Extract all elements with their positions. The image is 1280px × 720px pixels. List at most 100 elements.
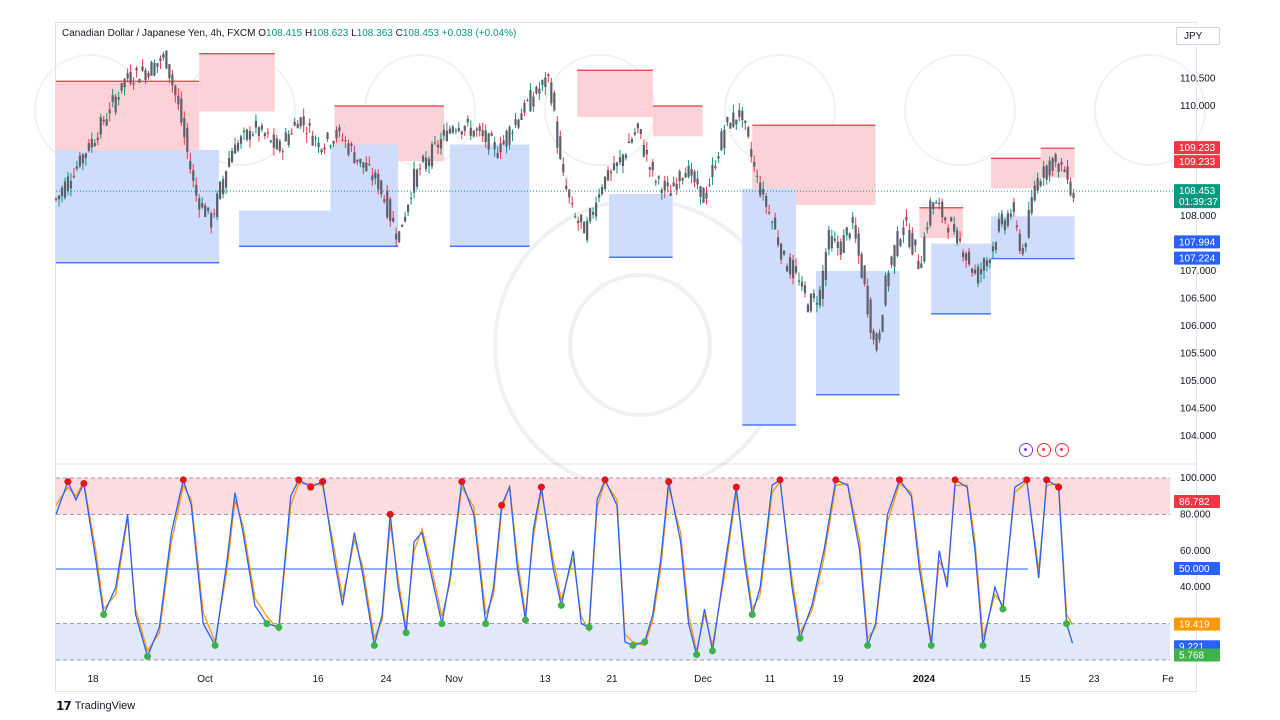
candle-body xyxy=(204,205,207,217)
resistance-zone xyxy=(990,158,1041,189)
candle-body xyxy=(956,230,959,244)
candle-body xyxy=(920,263,923,269)
oversold-marker xyxy=(641,638,649,646)
candle-body xyxy=(323,147,326,150)
candle-body xyxy=(183,117,186,138)
candle-body xyxy=(893,245,896,267)
open-key: O xyxy=(258,28,267,39)
candle-body xyxy=(484,130,487,143)
candle-body xyxy=(830,236,833,249)
candle-body xyxy=(1030,197,1033,214)
candle-body xyxy=(66,176,70,192)
candle-body xyxy=(499,143,502,153)
candle-body xyxy=(953,224,956,232)
candle-body xyxy=(430,144,434,167)
resistance-zone xyxy=(199,53,275,112)
time-axis-tick: 13 xyxy=(539,674,551,685)
candle-body xyxy=(848,233,851,239)
candle-body xyxy=(210,213,213,228)
support-zone xyxy=(815,271,900,395)
candle-body xyxy=(63,181,67,198)
candle-body xyxy=(281,151,284,153)
candle-body xyxy=(675,183,678,190)
candle-body xyxy=(254,120,258,128)
price-tag xyxy=(1174,235,1220,249)
candle-body xyxy=(866,285,869,315)
candle-body xyxy=(699,186,702,197)
candle-body xyxy=(684,173,687,178)
oversold-band xyxy=(56,623,1170,660)
candle-body xyxy=(878,332,881,340)
candle-body xyxy=(514,119,517,125)
candle-body xyxy=(863,265,866,285)
oscillator-axis-tick: 40.000 xyxy=(1180,582,1211,593)
candle-body xyxy=(535,86,538,94)
candle-body xyxy=(135,68,138,71)
candle-body xyxy=(1057,163,1060,172)
candle-body xyxy=(57,195,61,200)
candle-body xyxy=(991,246,995,252)
candle-body xyxy=(213,213,216,215)
candle-body xyxy=(424,157,428,170)
low-value: 108.363 xyxy=(356,28,393,39)
candle-body xyxy=(1042,166,1045,178)
candle-body xyxy=(929,200,932,226)
candle-body xyxy=(278,140,281,152)
price-axis-tick: 105.500 xyxy=(1180,349,1217,360)
candle-body xyxy=(630,139,633,143)
candle-body xyxy=(269,140,272,143)
oversold-marker xyxy=(927,641,935,649)
overbought-marker xyxy=(732,483,740,491)
candle-body xyxy=(353,152,356,164)
price-tag-label: 108.453 xyxy=(1179,186,1216,197)
event-icons[interactable] xyxy=(1019,443,1069,457)
support-zone xyxy=(239,210,331,247)
candle-body xyxy=(171,74,174,86)
candle-body xyxy=(732,112,735,127)
candle-body xyxy=(797,280,801,282)
candle-body xyxy=(970,268,974,273)
candle-body xyxy=(544,77,547,87)
candle-body xyxy=(317,142,320,148)
economic-event-icon[interactable] xyxy=(1055,443,1069,457)
stochastic-k-line xyxy=(55,477,1074,659)
candle-body xyxy=(526,100,529,102)
candle-body xyxy=(99,117,102,135)
candle-body xyxy=(762,188,765,195)
candle-body xyxy=(496,153,499,158)
candle-body xyxy=(914,239,917,246)
candle-body xyxy=(815,302,819,305)
overbought-marker xyxy=(458,478,466,486)
flash-event-icon[interactable] xyxy=(1019,443,1033,457)
oversold-marker xyxy=(864,641,872,649)
candle-body xyxy=(332,141,335,144)
tradingview-branding[interactable]: 𝟭𝟳 TradingView xyxy=(56,699,135,713)
candle-body xyxy=(785,265,789,272)
candle-body xyxy=(609,171,613,174)
candle-body xyxy=(648,167,651,170)
candle-body xyxy=(329,145,332,147)
candle-body xyxy=(335,130,338,139)
oversold-marker xyxy=(275,623,283,631)
candle-body xyxy=(436,144,440,148)
currency-selector[interactable]: JPY xyxy=(1176,27,1220,45)
candle-body xyxy=(257,127,261,136)
candle-body xyxy=(96,137,99,140)
candle-body xyxy=(687,165,690,177)
candle-body xyxy=(421,156,425,162)
candle-body xyxy=(1033,185,1036,201)
candle-body xyxy=(1009,213,1012,217)
candle-body xyxy=(580,214,583,223)
candle-body xyxy=(744,120,747,123)
candle-body xyxy=(926,227,929,230)
candle-body xyxy=(574,216,577,218)
price-axis-tick: 106.000 xyxy=(1180,321,1217,332)
support-zone xyxy=(990,216,1075,259)
oscillator-tag xyxy=(1174,648,1220,662)
oversold-marker xyxy=(100,611,108,618)
economic-event-icon[interactable] xyxy=(1037,443,1051,457)
candle-body xyxy=(612,163,616,171)
candle-body xyxy=(944,217,947,221)
candle-body xyxy=(964,253,968,261)
